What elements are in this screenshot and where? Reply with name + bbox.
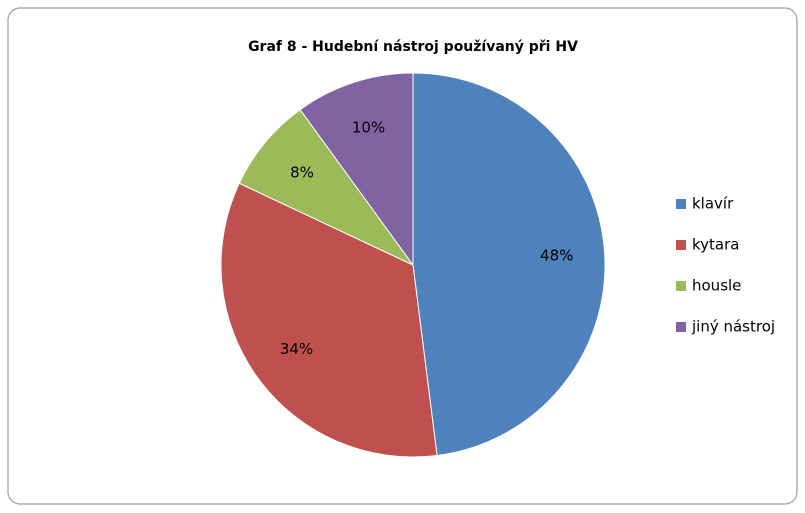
- legend-label: jiný nástroj: [691, 318, 775, 336]
- pie-slice: [299, 72, 414, 267]
- legend-label: kytara: [692, 236, 739, 254]
- data-label: 10%: [352, 119, 385, 137]
- legend-label: klavír: [692, 195, 734, 213]
- legend-swatch: [676, 240, 686, 250]
- pie-slice: [412, 72, 606, 457]
- pie-slice: [220, 182, 438, 458]
- data-label: 48%: [540, 246, 573, 264]
- legend-swatch: [676, 322, 686, 332]
- legend-swatch: [676, 199, 686, 209]
- data-label: 34%: [280, 340, 313, 358]
- data-label: 8%: [290, 164, 314, 182]
- legend-swatch: [676, 281, 686, 291]
- chart-title: Graf 8 - Hudební nástroj používaný při H…: [248, 39, 578, 55]
- legend-label: housle: [692, 277, 741, 295]
- pie-slice: [238, 108, 414, 266]
